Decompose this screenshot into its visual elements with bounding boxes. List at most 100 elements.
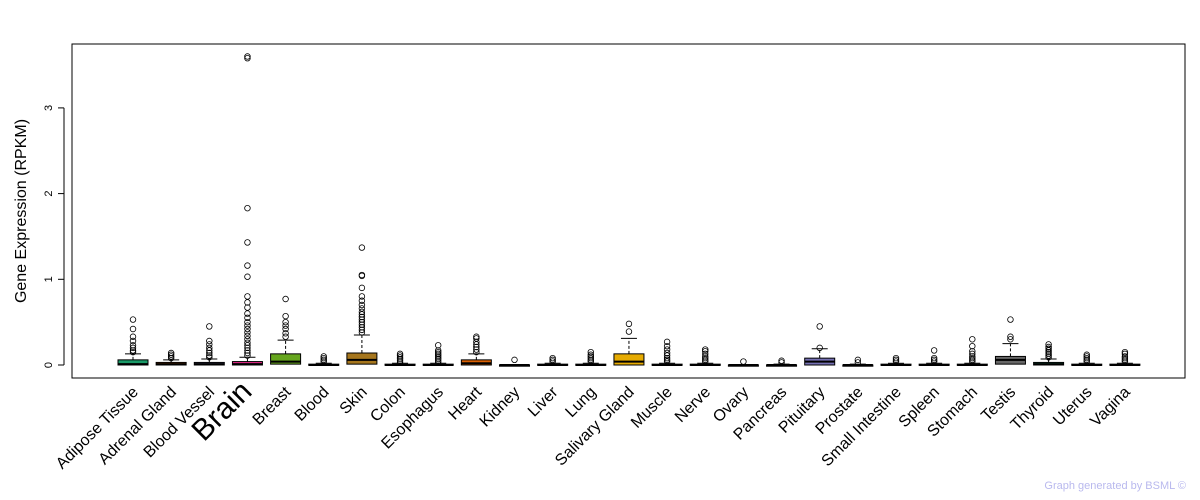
y-tick-label: 3 [43,105,55,111]
x-tick-label: Kidney [477,384,524,431]
box-brain [231,53,263,366]
outlier-point [473,338,480,346]
box-stomach [956,336,988,366]
outlier-point [892,358,900,365]
y-tick-label: 0 [43,362,55,368]
outlier-point [473,348,480,356]
box-lung [575,348,607,366]
outlier-point [129,325,137,333]
outlier-point [930,354,938,362]
outlier-point [930,358,938,365]
outlier-point [206,337,213,345]
outlier-point [1083,358,1090,365]
box-skin [346,244,378,365]
outlier-point [358,297,366,304]
outlier-point [129,344,137,352]
x-tick-label: Thyroid [1008,384,1058,434]
outlier-point [778,359,785,366]
box-ovary [727,358,759,367]
outlier-point [435,342,442,349]
outlier-point [206,323,213,330]
outlier-point [129,348,137,356]
outlier-point [854,359,862,366]
outlier-point [702,353,709,360]
outlier-point [549,354,556,362]
outlier-point [396,355,404,363]
outlier-point [244,304,251,311]
outlier-point [358,313,366,321]
outlier-point [358,324,366,331]
box-nerve [689,346,721,366]
outlier-point [206,344,213,352]
outlier-point [1045,348,1052,356]
outlier-point [358,308,366,316]
outlier-point [816,323,823,330]
outlier-point [358,293,366,300]
x-tick-label: Muscle [628,384,676,432]
outlier-point [167,351,175,358]
y-axis: 0 1 2 3 [43,105,65,368]
outlier-point [358,305,366,312]
outlier-point [1045,345,1052,352]
outlier-point [625,320,633,328]
box-adipose-tissue [117,316,149,366]
outlier-point [396,350,404,358]
outlier-point [549,358,556,365]
box-vagina [1109,348,1141,366]
outlier-point [206,352,213,359]
outlier-point [587,353,594,360]
outlier-point [435,357,442,364]
outlier-point [1121,350,1129,358]
outlier-point [167,349,175,357]
x-tick-label: Uterus [1050,384,1095,429]
outlier-point [358,318,366,326]
outlier-point [320,358,327,365]
box-testis [994,316,1026,365]
outlier-point [167,354,175,362]
outlier-point [244,332,251,340]
outlier-point [320,353,327,360]
outlier-point [244,293,251,300]
outlier-point [1121,348,1129,356]
outlier-point [435,354,442,361]
outlier-point [663,338,671,346]
outlier-point [663,356,671,364]
outlier-point [244,54,251,62]
outlier-point [435,350,442,358]
outlier-point [969,353,976,360]
outlier-point [587,358,594,365]
x-tick-label: Skin [337,384,371,418]
outlier-point [129,316,137,323]
outlier-point [702,358,709,365]
outlier-point [587,356,594,364]
box-liver [537,354,569,366]
outlier-point [282,295,289,303]
outlier-point [702,346,709,353]
outlier-point [282,325,289,333]
outlier-point [1083,351,1090,358]
outlier-point [473,333,480,340]
box-spleen [918,347,950,366]
outlier-point [702,350,709,358]
outlier-point [587,351,594,358]
outlier-point [969,348,976,355]
outlier-point [1083,353,1090,360]
outlier-point [282,330,289,337]
outlier-point [1045,354,1052,361]
outlier-point [167,353,175,360]
box-adrenal-gland [155,349,187,366]
outlier-point [892,356,900,364]
outlier-point [1083,354,1090,362]
outlier-point [854,356,862,364]
outlier-point [1045,341,1052,348]
outlier-point [282,312,289,320]
box-kidney [499,356,530,367]
box-pancreas [766,357,798,367]
outlier-point [969,342,976,350]
outlier-point [969,354,976,362]
outlier-point [663,354,671,362]
box-colon [384,350,416,366]
outlier-point [129,342,137,349]
